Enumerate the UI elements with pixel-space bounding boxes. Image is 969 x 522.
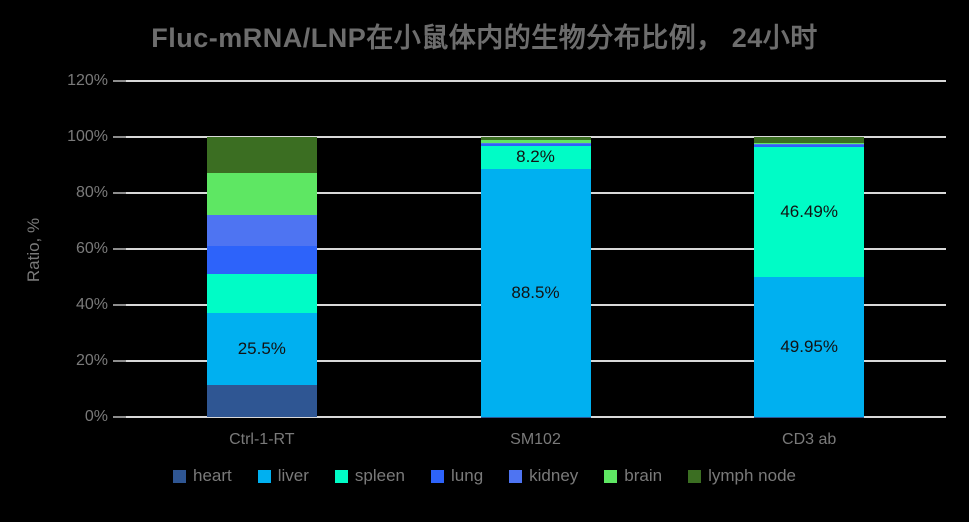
bar-segment-spleen-ctrl-1-rt	[206, 274, 317, 314]
legend-swatch-lung	[431, 469, 445, 483]
bar-segment-lung-sm102	[480, 144, 591, 146]
y-tick-mark-40	[113, 304, 126, 306]
bar-segment-lymph-node-cd3-ab	[754, 137, 865, 144]
legend-label-spleen: spleen	[354, 466, 406, 485]
legend-item-kidney: kidney	[509, 466, 578, 486]
data-label-liver-ctrl-1-rt: 25.5%	[237, 339, 286, 359]
data-label-spleen-sm102: 8.2%	[516, 147, 555, 167]
bar-segment-kidney-ctrl-1-rt	[206, 215, 317, 247]
x-axis-label-cd3-ab: CD3 ab	[782, 431, 837, 448]
y-tick-label-20: 20%	[75, 352, 108, 369]
bar-segment-spleen-cd3-ab	[754, 146, 865, 277]
y-tick-label-60: 60%	[75, 240, 108, 257]
legend-label-liver: liver	[277, 466, 309, 485]
legend-swatch-lymph-node	[688, 469, 702, 483]
bar-segment-lymph-node-ctrl-1-rt	[206, 137, 317, 174]
bar-segment-liver-cd3-ab	[754, 276, 865, 417]
y-tick-mark-80	[113, 192, 126, 194]
legend-swatch-brain	[604, 469, 618, 483]
data-label-liver-sm102: 88.5%	[511, 282, 560, 302]
bar-segment-brain-ctrl-1-rt	[206, 173, 317, 216]
bar-segment-lung-cd3-ab	[754, 145, 865, 147]
x-axis-label-ctrl-1-rt: Ctrl-1-RT	[229, 431, 295, 448]
bar-segment-kidney-sm102	[480, 142, 591, 145]
bar-segment-spleen-sm102	[480, 145, 591, 169]
bar-segment-lymph-node-sm102	[480, 137, 591, 141]
legend-item-lymph-node: lymph node	[688, 466, 796, 486]
chart-title: Fluc-mRNA/LNP在小鼠体内的生物分布比例， 24小时	[151, 23, 818, 53]
legend-swatch-liver	[257, 469, 271, 483]
legend-label-lymph-node: lymph node	[708, 466, 796, 485]
bar-segment-lung-ctrl-1-rt	[206, 246, 317, 275]
y-tick-mark-60	[113, 248, 126, 250]
gridline-120	[125, 80, 946, 82]
bar-segment-kidney-cd3-ab	[754, 143, 865, 146]
y-tick-mark-100	[113, 136, 126, 138]
legend-item-lung: lung	[431, 466, 483, 486]
legend-label-brain: brain	[624, 466, 663, 485]
y-tick-mark-20	[113, 360, 126, 362]
y-tick-label-80: 80%	[75, 184, 108, 201]
legend-label-heart: heart	[192, 466, 232, 485]
y-tick-label-100: 100%	[67, 128, 108, 145]
legend-item-spleen: spleen	[334, 466, 406, 486]
y-tick-label-120: 120%	[67, 72, 108, 89]
legend-swatch-heart	[172, 469, 186, 483]
y-tick-label-0: 0%	[84, 408, 108, 425]
bar-segment-brain-cd3-ab	[754, 143, 865, 144]
legend-label-kidney: kidney	[529, 466, 579, 485]
legend-item-liver: liver	[257, 466, 309, 486]
x-axis-label-sm102: SM102	[510, 431, 561, 448]
legend-label-lung: lung	[451, 466, 484, 485]
legend-item-heart: heart	[172, 466, 232, 486]
bar-segment-liver-sm102	[480, 168, 591, 417]
bar-segment-brain-sm102	[480, 140, 591, 143]
y-tick-label-40: 40%	[75, 296, 108, 313]
legend: heart liver spleen lung kidney brain lymph nod…	[0, 466, 969, 486]
legend-swatch-kidney	[509, 469, 523, 483]
legend-item-brain: brain	[604, 466, 662, 486]
bar-segment-heart-ctrl-1-rt	[206, 384, 317, 417]
data-label-liver-cd3-ab: 49.95%	[780, 336, 838, 356]
data-label-spleen-cd3-ab: 46.49%	[780, 201, 838, 221]
gridline-0	[125, 416, 946, 418]
y-tick-mark-0	[113, 416, 126, 418]
legend-swatch-spleen	[334, 469, 348, 483]
bar-segment-liver-ctrl-1-rt	[206, 313, 317, 385]
y-tick-mark-120	[113, 80, 126, 82]
